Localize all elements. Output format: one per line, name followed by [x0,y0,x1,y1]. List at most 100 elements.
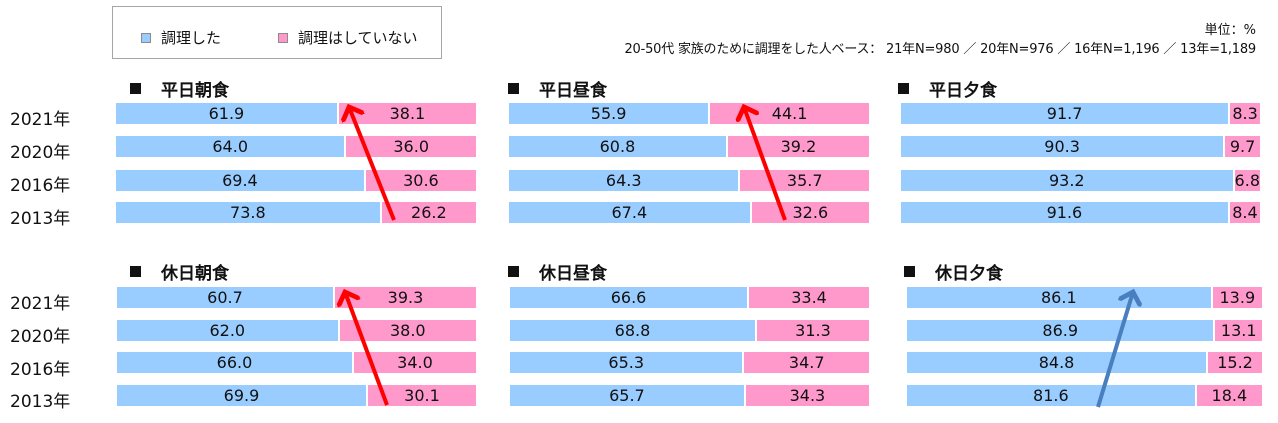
segment-cooked: 65.3 [510,352,745,373]
segment-cooked: 69.9 [117,385,368,406]
segment-cooked: 65.7 [510,385,746,406]
bar-holiday-breakfast-row-3: 69.9 30.1 [117,385,476,406]
panel-title-holiday-dinner: 休日夕食 [904,259,1003,284]
legend-item-not-cooked: 調理はしていない [278,27,418,48]
segment-not-cooked: 6.8 [1234,170,1260,191]
square-bullet-icon [130,266,141,277]
segment-cooked: 60.8 [509,136,728,157]
bar-weekday-lunch-row-1: 60.8 39.2 [509,136,869,157]
segment-not-cooked: 8.3 [1230,103,1260,124]
square-bullet-icon [130,83,141,94]
bar-holiday-lunch-row-2: 65.3 34.7 [510,352,869,373]
bar-holiday-lunch-row-1: 68.8 31.3 [510,320,869,341]
segment-not-cooked: 26.2 [381,202,476,223]
segment-cooked: 86.1 [907,287,1213,308]
segment-cooked: 91.6 [901,202,1230,223]
bar-weekday-dinner-row-3: 91.6 8.4 [901,202,1260,223]
chart-legend: 調理した 調理はしていない [112,6,442,59]
segment-cooked: 86.9 [907,320,1216,341]
panel-title-weekday-breakfast: 平日朝食 [130,76,229,101]
segment-not-cooked: 8.4 [1229,202,1260,223]
unit-label: 単位：% [1204,23,1256,38]
panel-title-text: 平日朝食 [161,81,229,101]
segment-cooked: 90.3 [901,136,1226,157]
panel-title-text: 休日夕食 [935,264,1003,284]
segment-cooked: 73.8 [116,202,382,223]
year-label-2020-bottom: 2020年 [10,327,71,347]
legend-item-cooked: 調理した [141,27,221,48]
legend-swatch-cooked [141,32,151,43]
segment-not-cooked: 18.4 [1196,385,1262,406]
panel-title-text: 平日昼食 [539,81,607,101]
segment-not-cooked: 30.6 [365,170,476,191]
panel-title-weekday-lunch: 平日昼食 [508,76,607,101]
segment-cooked: 69.4 [116,170,366,191]
segment-not-cooked: 39.3 [334,287,476,308]
segment-not-cooked: 35.7 [740,170,869,191]
segment-cooked: 64.3 [509,170,741,191]
square-bullet-icon [898,83,909,94]
segment-not-cooked: 32.6 [751,202,869,223]
bar-holiday-breakfast-row-2: 66.0 34.0 [117,352,476,373]
segment-cooked: 66.0 [117,352,354,373]
segment-cooked: 61.9 [116,103,339,124]
segment-not-cooked: 13.1 [1215,320,1262,341]
panel-title-text: 休日朝食 [161,264,229,284]
bar-weekday-dinner-row-2: 93.2 6.8 [901,170,1260,191]
panel-title-holiday-breakfast: 休日朝食 [130,259,229,284]
bar-weekday-breakfast-row-3: 73.8 26.2 [116,202,476,223]
segment-cooked: 93.2 [901,170,1235,191]
legend-swatch-not-cooked [278,32,288,43]
year-label-2021-top: 2021年 [10,110,71,130]
bar-holiday-lunch-row-3: 65.7 34.3 [510,385,869,406]
bar-weekday-dinner-row-0: 91.7 8.3 [901,103,1260,124]
year-label-2021-bottom: 2021年 [10,294,71,314]
segment-not-cooked: 38.0 [339,320,476,341]
square-bullet-icon [508,266,519,277]
year-label-2016-top: 2016年 [10,176,71,196]
panel-title-holiday-lunch: 休日昼食 [508,259,607,284]
legend-label-not-cooked: 調理はしていない [298,29,418,47]
legend-label-cooked: 調理した [161,29,222,47]
segment-not-cooked: 34.0 [353,352,476,373]
bar-weekday-lunch-row-3: 67.4 32.6 [509,202,869,223]
base-note: 20-50代 家族のために調理をした人ベース： 21年N=980 ／ 20年N=… [624,42,1256,57]
segment-not-cooked: 34.3 [745,385,869,406]
bar-weekday-lunch-row-2: 64.3 35.7 [509,170,869,191]
segment-not-cooked: 9.7 [1225,136,1260,157]
bar-weekday-breakfast-row-1: 64.0 36.0 [116,136,476,157]
segment-not-cooked: 34.7 [744,352,869,373]
year-label-2016-bottom: 2016年 [10,360,71,380]
year-label-2020-top: 2020年 [10,143,71,163]
segment-cooked: 64.0 [116,136,347,157]
segment-not-cooked: 15.2 [1208,352,1262,373]
panel-title-weekday-dinner: 平日夕食 [898,76,997,101]
bar-weekday-dinner-row-1: 90.3 9.7 [901,136,1260,157]
segment-not-cooked: 38.1 [338,103,476,124]
panel-title-text: 平日夕食 [929,81,997,101]
segment-cooked: 55.9 [509,103,711,124]
square-bullet-icon [904,266,915,277]
segment-not-cooked: 44.1 [710,103,869,124]
bar-holiday-breakfast-row-0: 60.7 39.3 [117,287,476,308]
segment-not-cooked: 36.0 [346,136,476,157]
segment-not-cooked: 31.3 [756,320,869,341]
segment-cooked: 67.4 [509,202,752,223]
bar-weekday-lunch-row-0: 55.9 44.1 [509,103,869,124]
square-bullet-icon [508,83,519,94]
segment-cooked: 66.6 [510,287,750,308]
year-label-2013-bottom: 2013年 [10,392,71,412]
bar-holiday-dinner-row-2: 84.8 15.2 [907,352,1262,373]
segment-cooked: 68.8 [510,320,757,341]
segment-cooked: 62.0 [117,320,340,341]
bar-holiday-lunch-row-0: 66.6 33.4 [510,287,869,308]
bar-holiday-breakfast-row-1: 62.0 38.0 [117,320,476,341]
segment-not-cooked: 33.4 [749,287,869,308]
segment-cooked: 81.6 [907,385,1197,406]
segment-not-cooked: 39.2 [727,136,869,157]
segment-cooked: 84.8 [907,352,1209,373]
bar-weekday-breakfast-row-2: 69.4 30.6 [116,170,476,191]
segment-cooked: 91.7 [901,103,1231,124]
bar-holiday-dinner-row-3: 81.6 18.4 [907,385,1262,406]
segment-not-cooked: 13.9 [1212,287,1262,308]
